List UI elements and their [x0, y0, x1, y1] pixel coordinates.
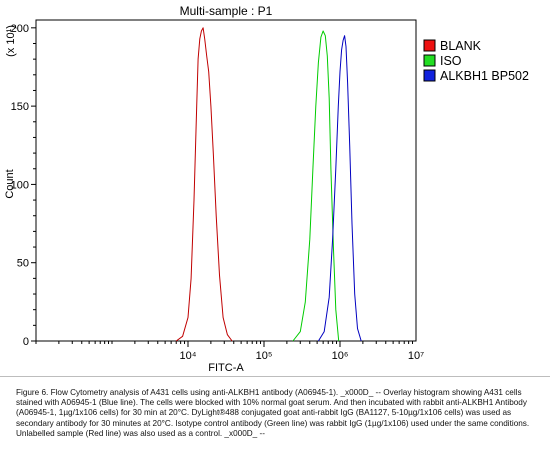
y-tick-label: 100 — [11, 179, 29, 191]
y-tick-label: 0 — [23, 336, 29, 348]
legend-label: ALKBH1 BP502 — [440, 69, 529, 83]
x-tick-label: 10⁷ — [408, 350, 424, 362]
y-multiplier-label: (x 10¹) — [5, 25, 17, 57]
histogram-series — [175, 27, 362, 342]
chart-title: Multi-sample : P1 — [180, 4, 273, 18]
y-tick-label: 200 — [11, 23, 29, 35]
y-axis: 0 50 100 150 200 — [11, 23, 36, 348]
x-tick-label: 10⁵ — [256, 350, 273, 362]
y-axis-title: Count — [4, 169, 16, 198]
x-tick-label: 10⁶ — [332, 350, 349, 362]
series-line — [317, 35, 362, 342]
legend-label: ISO — [440, 54, 462, 68]
x-axis: 10⁴ 10⁵ 10⁶ 10⁷ — [35, 341, 424, 362]
x-axis-title: FITC-A — [208, 362, 244, 374]
caption-box — [0, 376, 550, 450]
figure-caption: Figure 6. Flow Cytometry analysis of A43… — [16, 388, 530, 438]
legend-label: BLANK — [440, 39, 482, 53]
series-line — [175, 27, 233, 342]
legend-swatch — [423, 69, 436, 82]
series-line — [292, 30, 340, 342]
plot-area — [35, 19, 417, 342]
y-tick-label: 50 — [17, 258, 29, 270]
legend-swatch — [423, 54, 436, 67]
legend-swatch — [423, 39, 436, 52]
x-tick-label: 10⁴ — [180, 350, 197, 362]
y-tick-label: 150 — [11, 101, 29, 113]
flow-cytometry-chart: Multi-sample : P1 (x 10¹) Count FITC-A 0… — [4, 4, 529, 374]
